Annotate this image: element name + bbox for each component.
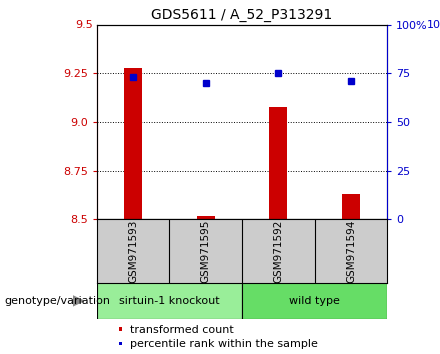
Text: sirtuin-1 knockout: sirtuin-1 knockout	[119, 296, 220, 306]
Text: GSM971595: GSM971595	[201, 219, 211, 283]
Text: transformed count: transformed count	[130, 325, 234, 335]
Text: genotype/variation: genotype/variation	[4, 296, 110, 306]
Text: wild type: wild type	[289, 296, 340, 306]
Text: GSM971593: GSM971593	[128, 219, 138, 283]
Bar	[242, 283, 387, 319]
Bar	[124, 68, 142, 219]
Polygon shape	[73, 296, 84, 306]
Title: GDS5611 / A_52_P313291: GDS5611 / A_52_P313291	[151, 8, 333, 22]
Text: percentile rank within the sample: percentile rank within the sample	[130, 339, 318, 349]
Text: 9.5: 9.5	[75, 20, 93, 30]
Bar	[269, 107, 287, 219]
Bar	[97, 283, 242, 319]
Bar	[197, 216, 215, 219]
Bar	[342, 194, 360, 219]
Text: GSM971594: GSM971594	[346, 219, 356, 283]
Text: GSM971592: GSM971592	[273, 219, 283, 283]
Text: 100%: 100%	[427, 20, 440, 30]
